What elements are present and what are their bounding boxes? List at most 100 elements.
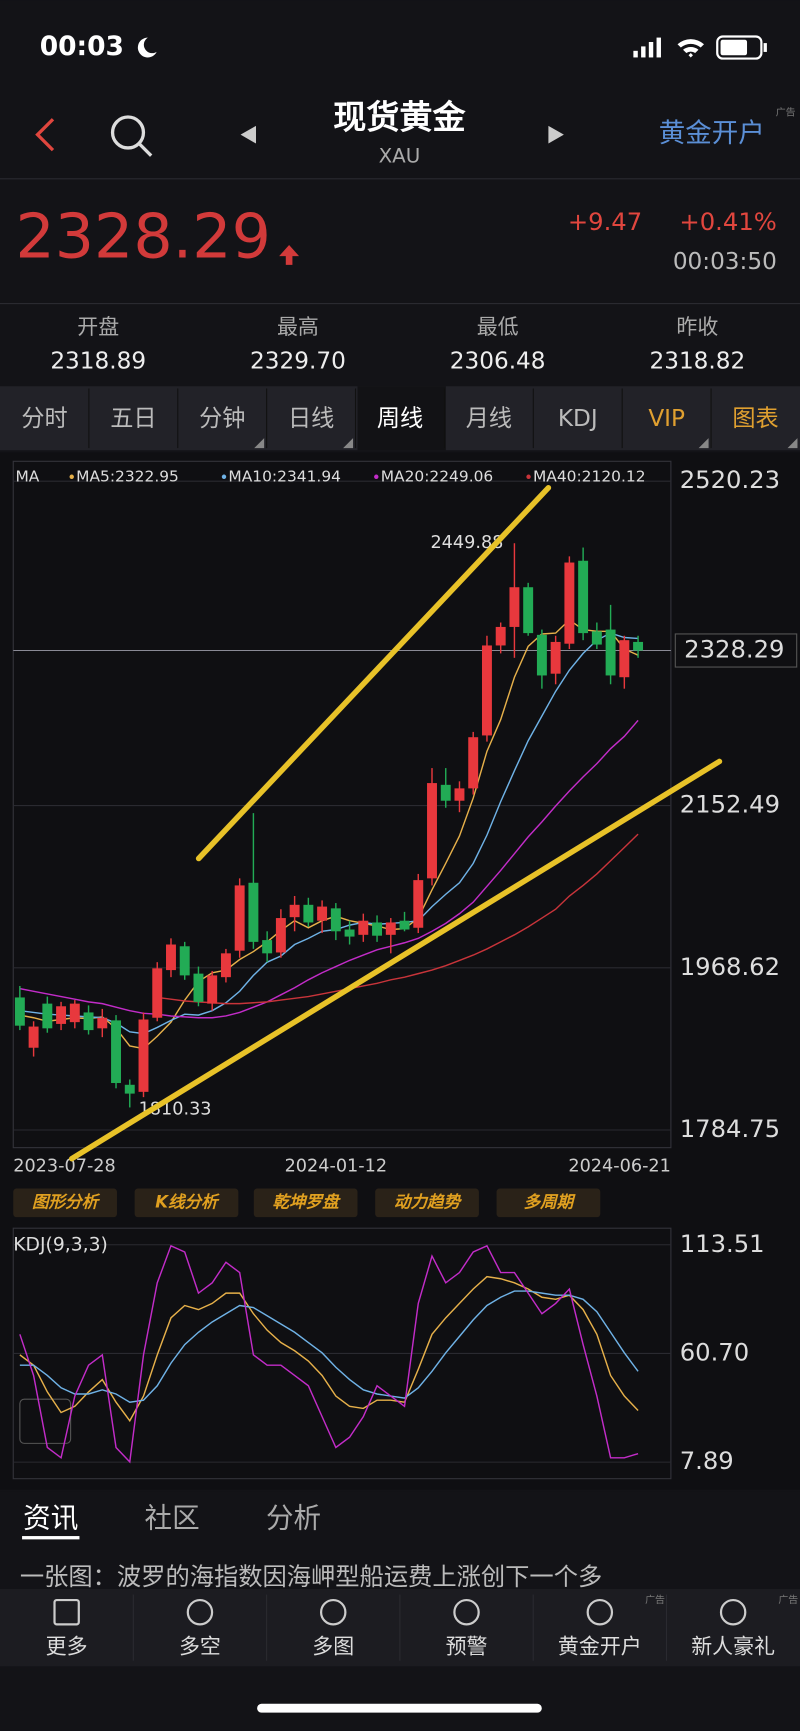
tool-label: 乾坤罗盘 [273,1192,342,1211]
candle-body [372,922,383,936]
nav-label[interactable]: 新人豪礼 [691,1635,775,1659]
candle-body [385,922,396,935]
news-tab[interactable]: 资讯 [23,1502,78,1535]
kdj-line [19,1244,639,1464]
nav-icon [586,1598,614,1626]
ad-tag: 广告 [645,1593,665,1606]
candle-body [399,920,410,930]
legend-label: MA10:2341.94 [228,467,341,485]
quote-time: 00:03:50 [673,248,777,275]
last-price-box [674,633,798,668]
candle-body [330,908,341,932]
tab-selected-bg [357,386,446,451]
candle-body [509,587,520,627]
y-tick-label: 113.51 [680,1229,765,1258]
tool-label: 图形分析 [32,1192,101,1211]
wifi-icon [677,39,704,58]
candle-body [138,1019,149,1092]
candle-body [481,645,492,736]
candle-body [111,1020,121,1084]
ma-line [157,833,639,1005]
change-pct: +0.41% [679,207,776,236]
tab[interactable]: 五日 [110,405,156,432]
candle-body [468,737,479,789]
nav-icon [453,1598,480,1626]
candle-body [179,946,190,976]
stat-value: 2318.89 [50,347,146,374]
tab[interactable]: 图表 [732,405,778,432]
candle-body [248,882,259,942]
tab[interactable]: 月线 [466,405,512,432]
candle-body [69,1003,80,1023]
tool-button[interactable] [253,1188,358,1218]
status-icons [137,35,767,60]
legend-dot [374,474,379,479]
tab[interactable]: 日线 [288,405,334,432]
candle-body [564,562,575,644]
change: +9.47 [568,207,642,236]
battery-icon [716,35,763,60]
news-tab[interactable]: 社区 [145,1502,200,1535]
candle-body [303,904,314,923]
tool-button[interactable] [496,1188,601,1218]
tab[interactable]: 周线 [377,405,423,432]
y-tick-label: 1968.62 [680,952,780,981]
signal-bar [656,37,661,58]
candle-body [289,904,300,918]
candle-body [317,906,328,921]
tool-button[interactable] [375,1188,479,1218]
tab[interactable]: VIP [648,405,685,432]
ad-tag: 广告 [776,106,796,119]
nav-label[interactable]: 预警 [446,1635,488,1659]
price: 2328.29 [15,201,270,273]
candle-body [207,975,218,1004]
tab-corner [343,438,354,449]
nav-label[interactable]: 多图 [312,1635,354,1659]
y-tick-label: 2520.23 [680,465,780,494]
max-label: 2449.88 [430,533,503,553]
draw-tool-icon[interactable] [19,1398,72,1444]
x-tick-label: 2023-07-28 [13,1156,116,1176]
stat-label: 最高 [277,315,319,339]
tool-button[interactable] [134,1188,239,1218]
candle-body [578,560,589,634]
candle-body [56,1006,67,1024]
stat-label: 昨收 [676,315,718,339]
candle-body [591,631,602,645]
tool-label: 动力趋势 [394,1192,463,1211]
candle-body [83,1012,94,1031]
status-time: 00:03 [40,31,124,62]
stat-value: 2329.70 [250,347,346,374]
news-tab[interactable]: 分析 [266,1502,321,1535]
legend-dot [221,474,227,479]
header-action[interactable]: 黄金开户 [659,118,765,149]
signal-bar [633,50,638,58]
chart-bg [0,452,800,1490]
tab-corner [698,438,709,449]
back-button[interactable] [35,118,55,152]
next-button[interactable] [548,125,564,144]
nav-label[interactable]: 多空 [179,1635,221,1659]
candle-body [193,973,204,1002]
trend-line [68,758,723,1162]
search-button[interactable] [110,115,146,150]
tool-button[interactable] [13,1188,117,1218]
prev-button[interactable] [240,125,256,144]
tab[interactable]: 分钟 [199,405,245,432]
nav-label[interactable]: 更多 [46,1635,88,1659]
tab[interactable]: 分时 [21,405,67,432]
candle-body [152,968,163,1018]
y-tick-label: 7.89 [680,1446,734,1475]
candle-body [166,944,176,971]
header-subtitle: XAU [379,144,421,167]
battery-tip [763,43,767,52]
candle-body [536,634,547,676]
tool-label: K线分析 [155,1192,220,1211]
up-arrow [279,245,300,265]
stat-label: 开盘 [77,315,119,339]
nav-label[interactable]: 黄金开户 [558,1635,642,1659]
legend-dot [69,474,74,479]
battery-level [720,39,748,56]
tab[interactable]: KDJ [558,405,598,432]
